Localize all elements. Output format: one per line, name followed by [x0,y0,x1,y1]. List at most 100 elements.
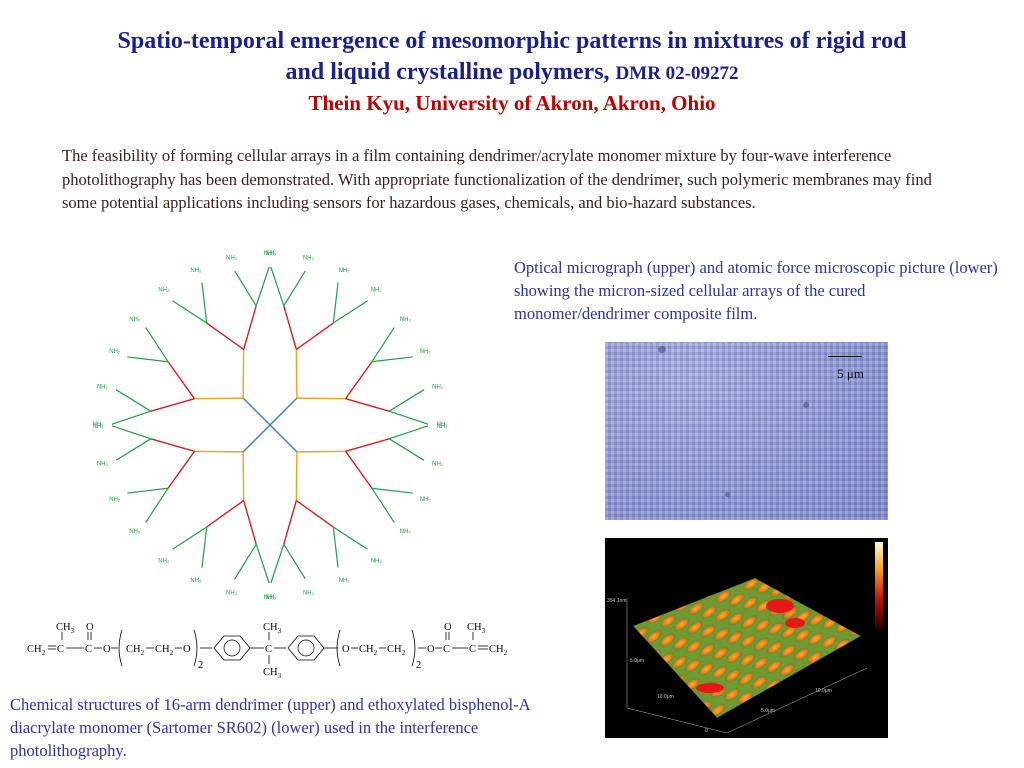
dendrimer-bond [295,499,334,528]
afm-y-mid-label: 5.0μm [761,708,775,714]
afm-hotspot [785,618,805,628]
ester-o-left: O [103,644,111,655]
dendrimer-amine-label: NH₂ [226,591,238,597]
dendrimer-bond [206,322,245,351]
dendrimer-bond [283,305,298,350]
micrograph-speck [658,346,666,353]
dendrimer-amine-label: NH₂ [158,558,170,564]
ch2-left: CH2 [27,644,46,657]
dendrimer-amine-label: NH₂ [190,268,202,274]
c-left: C [57,644,64,655]
title-line-2-text: and liquid crystalline polymers, [285,59,610,85]
afm-height-label: 354.1nm [607,598,626,604]
dendrimer-amine-label: NH₂ [264,595,276,601]
dendrimer-bond [388,438,425,461]
dendrimer-bond [345,397,390,412]
dendrimer-amine-label: NH₂ [420,349,432,355]
ethoxy-ch2-4: CH2 [387,644,406,657]
afm-x-mid-label: 5.0μm [630,658,644,664]
afm-hotspot [766,599,794,613]
dendrimer-bond [296,397,346,400]
dendrimer-amine-label: NH₂ [265,595,277,601]
grant-number: DMR 02-09272 [615,63,739,84]
dendrimer-amine-label: NH₂ [109,349,121,355]
dendrimer-amine-label: NH₂ [265,251,277,257]
repeat-count-right: 2 [416,660,421,671]
dendrimer-amine-label: NH₂ [436,424,448,430]
dendrimer-bond [172,526,208,550]
author-line: Thein Kyu, University of Akron, Akron, O… [308,91,716,115]
abstract-paragraph: The feasibility of forming cellular arra… [62,146,932,212]
dendrimer-bond [344,450,373,489]
dendrimer-bond [255,544,270,584]
dendrimer-bond [242,451,245,501]
dendrimer-bond [194,450,244,453]
dendrimer-bond [371,327,395,363]
dendrimer-amine-label: NH₂ [93,422,105,428]
dendrimer-amine-label: NH₂ [109,497,121,503]
dendrimer-bond [255,266,270,306]
c-right: C [469,644,476,655]
dendrimer-amine-label: NH₂ [371,558,383,564]
dendrimer-bond [150,397,195,412]
dendrimer-amine-label: NH₂ [339,578,351,584]
dendrimer-amine-label: NH₂ [303,255,315,261]
dendrimer-bond [242,500,257,545]
title-line-2: and liquid crystalline polymers, DMR 02-… [0,57,1024,89]
afm-color-scale [875,542,883,630]
monomer-formula: CH2 C CH3 C O O CH2 CH2 O 2 C CH3 CH3 [27,622,508,678]
title-block: Spatio-temporal emergence of mesomorphic… [0,26,1024,117]
dendrimer-bond [371,487,395,523]
dendrimer-amine-label: NH₂ [436,422,448,428]
dendrimer-amine-label: NH₂ [264,251,276,257]
phenyl-ring-left-aromatic [223,639,241,657]
phenyl-ring-right-aromatic [297,639,315,657]
ch3-right: CH3 [467,622,486,635]
micrograph-speck [725,492,730,497]
dendrimer-bond [344,361,373,400]
afm-x-end-label: 10.0μm [657,694,674,700]
monomer-structure-figure: CH2 C CH3 C O O CH2 CH2 O 2 C CH3 CH3 [27,622,508,678]
afm-x-axis [626,707,728,734]
dendrimer-amine-label: NH₂ [93,424,105,430]
dendrimer-amine-label: NH₂ [303,591,315,597]
dendrimer-amine-label: NH₂ [129,529,141,535]
afm-hotspot [696,683,724,693]
dendrimer-structure-figure: NH₂ NH₂ NH₂ NH₂ NH₂ NH₂ NH₂ NH₂ NH₂ NH₂ NH₂ NH₂ NH₂ N… [93,251,449,601]
dendrimer-amine-label: NH₂ [339,268,351,274]
dendrimer-bond [234,543,257,580]
afm-origin-label: 0 [705,728,708,734]
dendrimer-bond [332,300,368,324]
dendrimer-amine-label: NH₂ [97,385,109,391]
repeat-bracket-left-close [193,629,198,667]
dendrimer-amine-label: NH₂ [400,529,412,535]
dendrimer-bond [371,356,413,363]
dendrimer-bond [167,361,196,400]
phenyl-ring-right [287,635,325,661]
central-c: C [265,644,272,655]
afm-surface [632,577,862,719]
ester-o-right: O [427,644,435,655]
dendrimer-bond [115,438,152,461]
dendrimer-bond [295,349,298,399]
carbonyl-o-left: O [86,622,94,633]
dendrimer-bond [201,282,208,324]
dendrimer-bond [332,526,339,568]
dendrimer-bond [242,349,245,399]
dendrimer-bond [115,389,152,412]
dendrimer-bond [295,322,334,351]
dendrimer-bond [332,526,368,550]
dendrimer-bond [111,425,151,440]
dendrimer-bond [145,487,169,523]
dendrimer-amine-label: NH₂ [432,461,444,467]
dendrimer-bond [269,424,298,453]
dendrimer-amine-label: NH₂ [226,255,238,261]
dendrimer-bond [127,356,169,363]
dendrimer-amine-label: NH₂ [97,461,109,467]
carbonyl-c-right: C [443,644,450,655]
title-line-1: Spatio-temporal emergence of mesomorphic… [117,28,907,54]
dendrimer-bond [388,389,425,412]
dendrimer-bond [371,487,413,494]
dendrimer-bond [270,266,285,306]
dendrimer-bond [296,450,346,453]
